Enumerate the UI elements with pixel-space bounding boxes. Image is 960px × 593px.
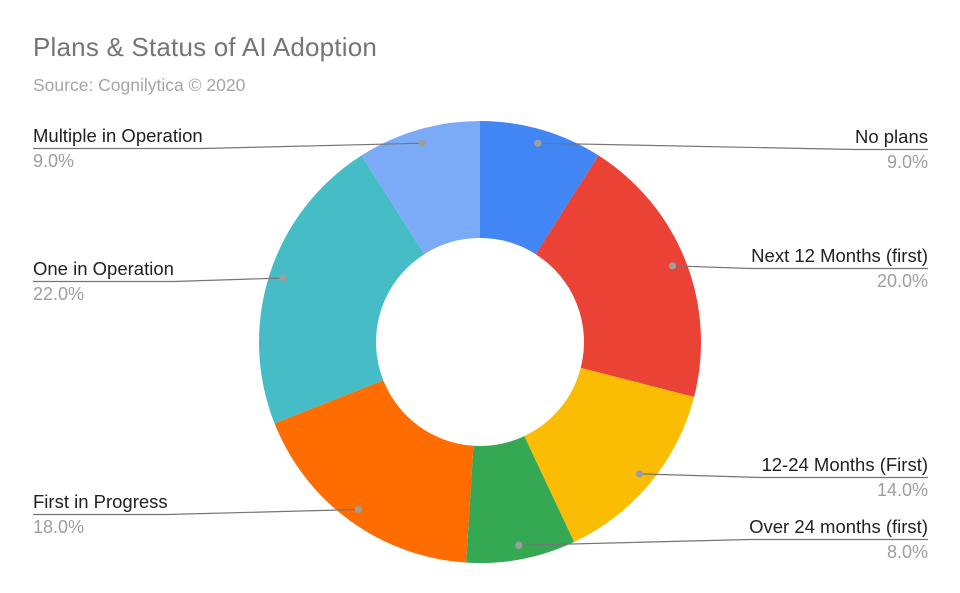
leader-line <box>672 265 928 270</box>
leader-line <box>639 473 928 479</box>
slice-label-text: Over 24 months (first) <box>749 516 928 537</box>
slice-percent-text: 20.0% <box>876 271 928 291</box>
leader-dot <box>354 505 362 514</box>
slice-percent-text: 22.0% <box>33 284 85 304</box>
leader-line <box>537 142 928 151</box>
leader-dot <box>668 262 677 270</box>
leader-dot <box>534 139 542 147</box>
slice-label-12-24-months: 12-24 Months (First) 14.0% <box>761 454 928 501</box>
leader-dot <box>515 541 523 549</box>
slice-label-first-in-progress: First in Progress 18.0% <box>33 491 168 538</box>
slice-label-no-plans: No plans 9.0% <box>855 126 928 173</box>
donut-slice-multiple-in-operation[interactable] <box>361 121 480 255</box>
slice-label-one-in-operation: One in Operation 22.0% <box>33 258 174 305</box>
slice-percent-text: 14.0% <box>876 480 928 500</box>
leader-line <box>33 277 284 283</box>
slice-label-multiple-in-operation: Multiple in Operation 9.0% <box>33 125 203 172</box>
slice-percent-text: 18.0% <box>33 517 85 537</box>
slice-percent-text: 9.0% <box>886 152 928 172</box>
chart-subtitle: Source: Cognilytica © 2020 <box>33 75 246 95</box>
slice-label-text: 12-24 Months (First) <box>761 454 928 475</box>
donut-slice-12-24-months-first[interactable] <box>524 367 695 542</box>
slice-label-text: Next 12 Months (first) <box>751 245 928 266</box>
chart-title: Plans & Status of AI Adoption <box>33 32 378 62</box>
leader-dot <box>279 274 287 282</box>
donut-slice-over-24-months-first[interactable] <box>466 436 575 563</box>
slice-label-text: First in Progress <box>33 491 168 512</box>
donut-slice-one-in-operation[interactable] <box>259 155 425 424</box>
slice-label-over-24-months: Over 24 months (first) 8.0% <box>749 516 928 563</box>
slice-label-text: No plans <box>854 126 928 147</box>
slice-percent-text: 8.0% <box>886 542 928 562</box>
slice-label-text: One in Operation <box>33 258 174 279</box>
donut-slice-next-12-months-first[interactable] <box>535 155 701 397</box>
donut-slice-first-in-progress[interactable] <box>274 380 474 563</box>
leader-dot <box>418 139 426 147</box>
leader-dot <box>635 470 644 478</box>
leader-line <box>33 508 359 516</box>
slice-label-text: Multiple in Operation <box>33 125 203 146</box>
slice-percent-text: 9.0% <box>33 151 75 171</box>
leader-line <box>33 142 423 150</box>
leader-line <box>518 538 928 546</box>
slice-label-next-12-months: Next 12 Months (first) 20.0% <box>751 245 928 292</box>
donut-slice-no-plans[interactable] <box>480 121 599 255</box>
